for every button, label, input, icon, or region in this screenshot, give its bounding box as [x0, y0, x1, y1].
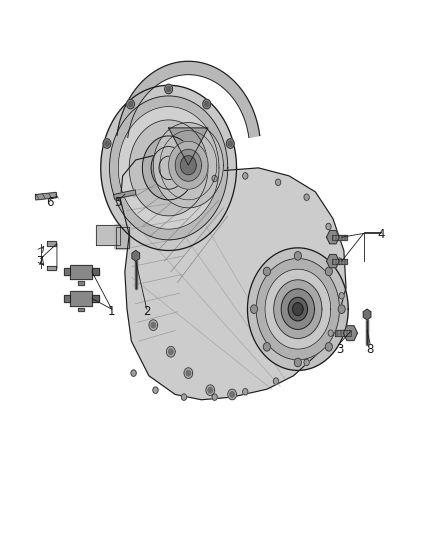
Circle shape — [184, 368, 193, 378]
Circle shape — [304, 194, 309, 200]
Text: 3: 3 — [336, 343, 343, 356]
Circle shape — [243, 389, 248, 395]
Polygon shape — [114, 190, 136, 199]
Circle shape — [212, 175, 217, 182]
Polygon shape — [180, 156, 196, 175]
Text: 8: 8 — [367, 343, 374, 356]
Polygon shape — [169, 141, 208, 189]
Circle shape — [228, 389, 237, 400]
Polygon shape — [160, 131, 217, 200]
Circle shape — [304, 359, 309, 366]
Circle shape — [149, 320, 158, 330]
Text: 2: 2 — [143, 305, 151, 318]
Polygon shape — [101, 85, 237, 251]
Polygon shape — [47, 241, 56, 246]
Circle shape — [294, 358, 301, 367]
Polygon shape — [71, 265, 92, 279]
Polygon shape — [132, 251, 140, 261]
Circle shape — [263, 343, 270, 351]
Polygon shape — [159, 156, 178, 180]
Circle shape — [325, 267, 332, 276]
Circle shape — [273, 378, 279, 384]
Circle shape — [203, 99, 211, 109]
Circle shape — [228, 141, 233, 146]
Polygon shape — [363, 309, 371, 320]
Circle shape — [181, 394, 187, 400]
Polygon shape — [343, 326, 357, 341]
Polygon shape — [265, 269, 331, 349]
Circle shape — [212, 394, 217, 400]
Circle shape — [131, 370, 136, 376]
Text: 5: 5 — [115, 196, 122, 209]
Circle shape — [337, 258, 342, 264]
Polygon shape — [64, 268, 71, 276]
Circle shape — [325, 343, 332, 351]
Circle shape — [251, 305, 258, 313]
Circle shape — [166, 86, 171, 92]
Circle shape — [230, 392, 234, 397]
Polygon shape — [110, 96, 228, 240]
Polygon shape — [92, 268, 99, 276]
Polygon shape — [78, 308, 84, 311]
Polygon shape — [335, 330, 351, 336]
Circle shape — [105, 141, 109, 146]
Polygon shape — [151, 147, 186, 189]
Polygon shape — [120, 155, 346, 400]
Polygon shape — [332, 235, 346, 240]
Polygon shape — [78, 281, 84, 285]
Circle shape — [326, 223, 331, 230]
Polygon shape — [92, 295, 99, 302]
Polygon shape — [64, 295, 71, 302]
Circle shape — [151, 322, 155, 328]
Circle shape — [206, 385, 215, 395]
Circle shape — [128, 101, 133, 107]
Polygon shape — [274, 280, 322, 338]
Polygon shape — [293, 303, 303, 316]
Polygon shape — [142, 136, 195, 200]
Circle shape — [339, 293, 344, 299]
Circle shape — [165, 84, 173, 94]
Polygon shape — [118, 107, 219, 229]
Polygon shape — [35, 192, 57, 200]
FancyBboxPatch shape — [115, 225, 131, 249]
Text: 7: 7 — [37, 255, 45, 268]
Circle shape — [186, 370, 191, 376]
Polygon shape — [47, 266, 56, 270]
Text: 6: 6 — [46, 196, 54, 209]
FancyBboxPatch shape — [96, 225, 120, 245]
Polygon shape — [256, 259, 339, 360]
Circle shape — [208, 387, 212, 393]
Polygon shape — [71, 292, 92, 305]
Polygon shape — [327, 231, 339, 244]
Circle shape — [243, 173, 248, 179]
Circle shape — [205, 101, 209, 107]
Circle shape — [263, 267, 270, 276]
Circle shape — [103, 139, 111, 148]
Polygon shape — [288, 297, 307, 321]
Circle shape — [338, 305, 345, 313]
Circle shape — [294, 252, 301, 260]
Polygon shape — [247, 248, 348, 370]
Polygon shape — [117, 61, 260, 138]
Text: 4: 4 — [377, 228, 385, 241]
Polygon shape — [327, 255, 339, 268]
Circle shape — [226, 139, 234, 148]
Circle shape — [328, 330, 333, 336]
Circle shape — [166, 346, 175, 357]
Polygon shape — [129, 120, 208, 216]
Polygon shape — [169, 128, 208, 165]
Circle shape — [153, 387, 158, 393]
Polygon shape — [175, 149, 201, 181]
Polygon shape — [332, 259, 346, 263]
Circle shape — [127, 99, 134, 109]
Polygon shape — [281, 289, 314, 329]
Polygon shape — [153, 123, 223, 208]
Circle shape — [169, 349, 173, 354]
Circle shape — [276, 179, 281, 185]
Text: 1: 1 — [108, 305, 116, 318]
